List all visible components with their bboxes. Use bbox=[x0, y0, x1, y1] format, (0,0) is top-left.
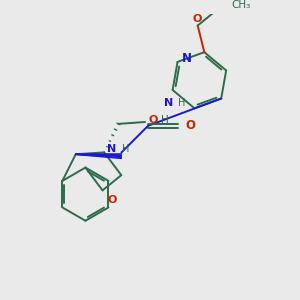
Text: N: N bbox=[107, 144, 117, 154]
Text: O: O bbox=[185, 119, 195, 132]
Text: N: N bbox=[164, 98, 173, 108]
Text: O: O bbox=[107, 195, 117, 205]
Text: H: H bbox=[122, 144, 129, 154]
Text: O: O bbox=[193, 14, 202, 24]
Text: H: H bbox=[161, 115, 169, 125]
Text: O: O bbox=[149, 115, 158, 125]
Text: N: N bbox=[182, 52, 192, 64]
Text: CH₃: CH₃ bbox=[232, 0, 251, 10]
Text: H: H bbox=[178, 98, 185, 108]
